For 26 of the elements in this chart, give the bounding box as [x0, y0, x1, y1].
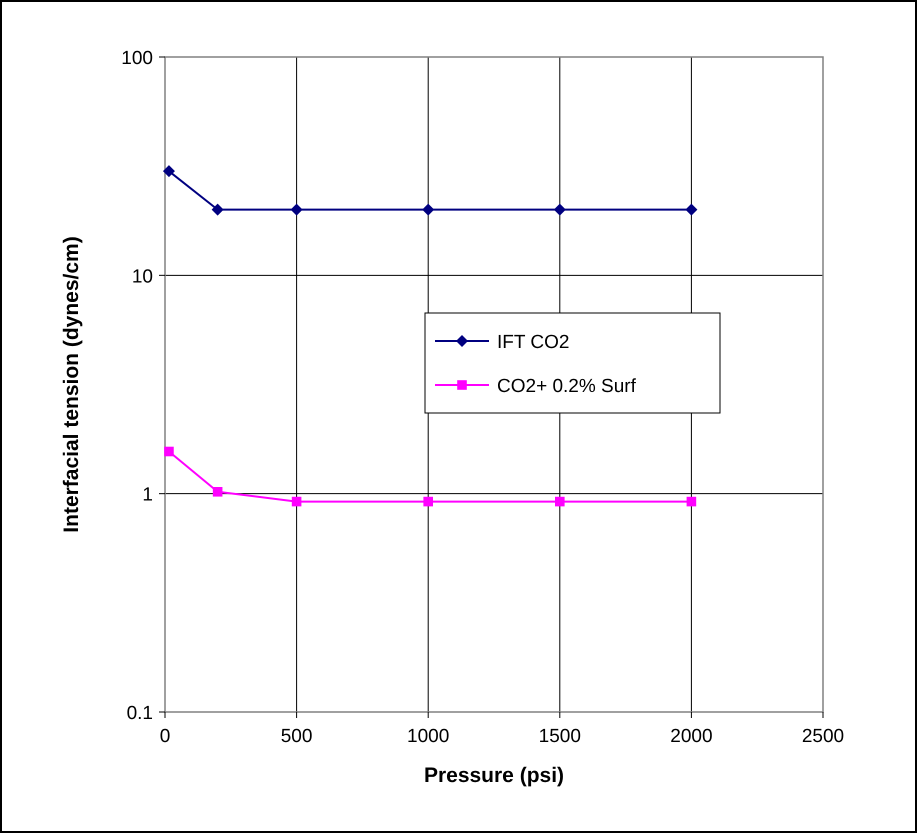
x-tick-label: 2500	[802, 726, 844, 747]
legend-label: IFT CO2	[497, 332, 570, 353]
y-tick-label: 1	[142, 484, 153, 506]
point	[290, 204, 303, 216]
y-axis-title: Interfacial tension (dynes/cm)	[60, 236, 83, 533]
point	[212, 486, 222, 497]
x-tick-label: 1500	[538, 726, 581, 747]
x-tick-label: 2000	[670, 726, 713, 747]
y-tick-label: 10	[132, 266, 153, 288]
point	[555, 496, 565, 506]
x-tick-label: 500	[280, 726, 312, 747]
point	[554, 204, 566, 216]
x-axis-title: Pressure (psi)	[424, 764, 564, 787]
point	[422, 204, 434, 216]
legend-label: CO2+ 0.2% Surf	[497, 376, 637, 397]
point	[423, 496, 433, 506]
point	[685, 204, 698, 216]
x-tick-label: 1000	[407, 726, 450, 747]
y-tick-label: 100	[121, 48, 153, 69]
point	[212, 204, 224, 216]
y-tick-label: 0.1	[126, 703, 153, 724]
point	[292, 496, 302, 506]
point	[164, 446, 174, 456]
point	[686, 496, 696, 506]
x-tick-label: 0	[160, 726, 170, 747]
point	[162, 165, 175, 178]
